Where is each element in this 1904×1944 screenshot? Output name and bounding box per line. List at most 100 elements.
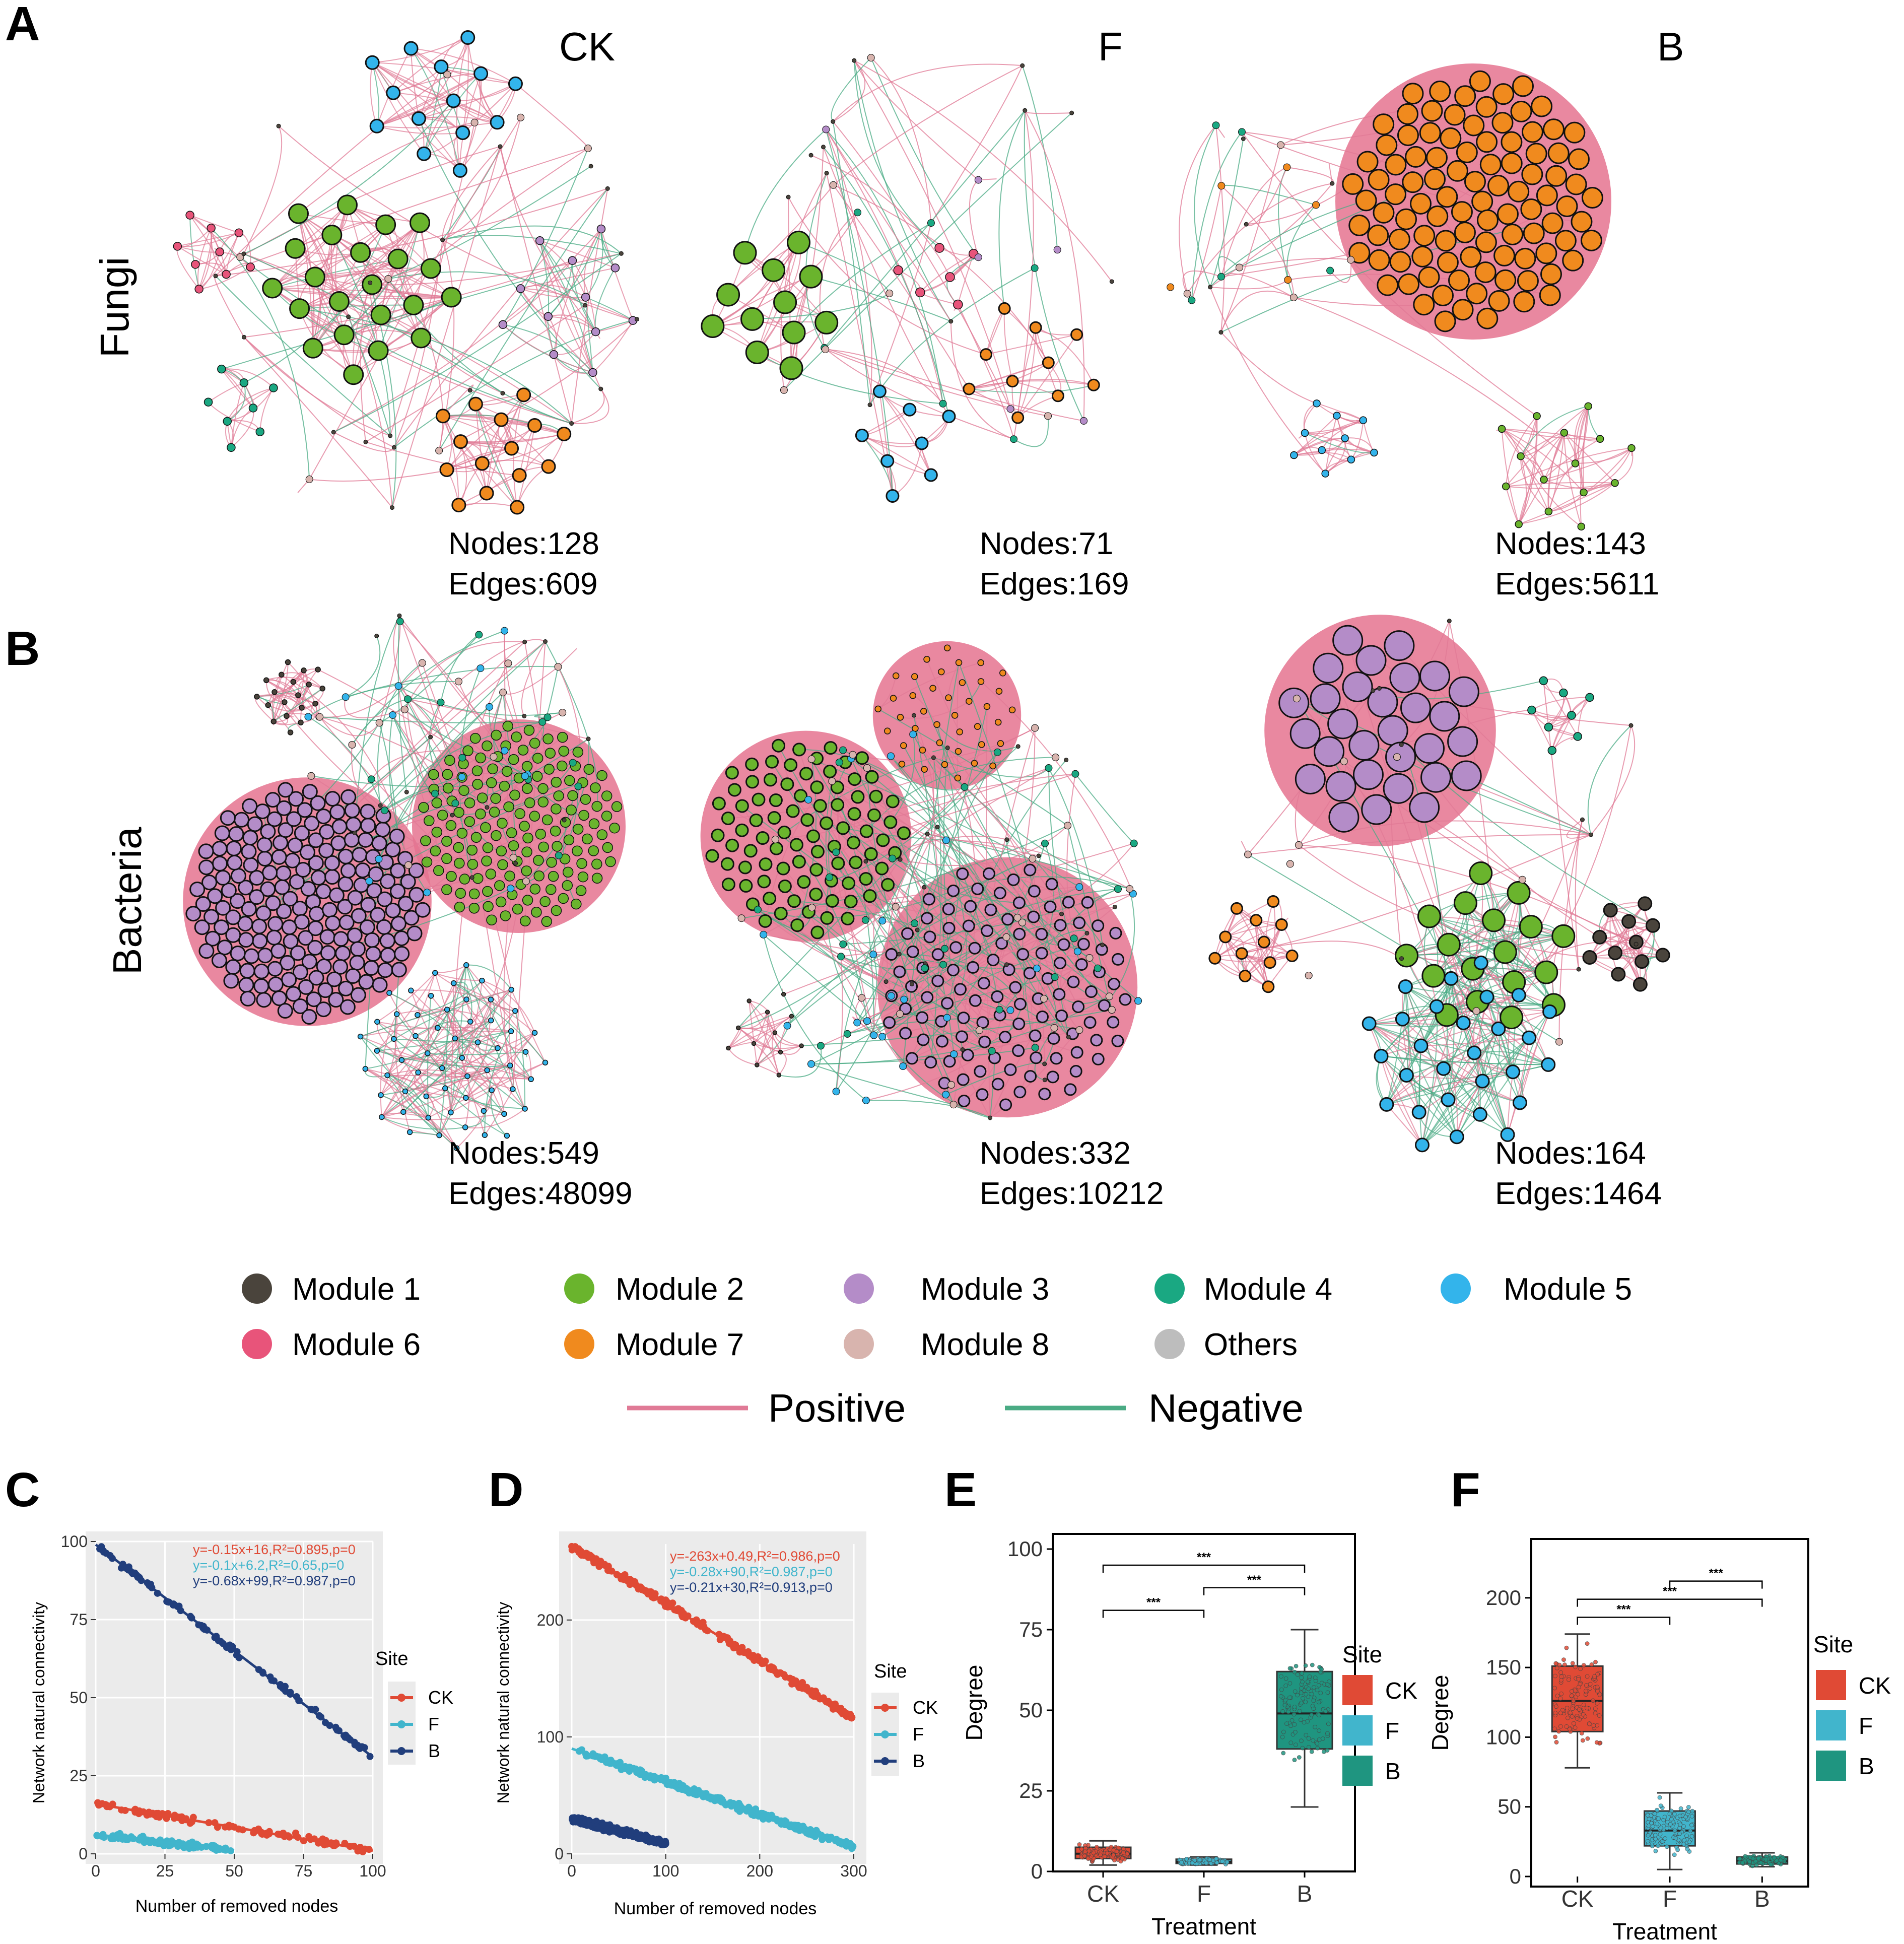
chart-d-ylabel: Network natural connectivity [494, 1602, 512, 1803]
node-m7 [998, 302, 1011, 315]
node-m5 [394, 682, 402, 690]
edge [482, 980, 516, 1012]
stat-fungi-ck-edges: Edges:609 [448, 567, 597, 601]
node-m2 [483, 901, 494, 912]
edge [1369, 1023, 1474, 1053]
node-m3 [949, 941, 963, 954]
node-m8 [1064, 822, 1072, 830]
edge [1421, 1037, 1529, 1047]
node-m3 [942, 903, 955, 916]
edge [453, 982, 472, 1022]
node-m2 [509, 789, 520, 801]
node-m2 [514, 808, 525, 819]
node-m5 [1449, 1129, 1464, 1145]
edge [957, 304, 1014, 439]
jitter-point [1570, 1661, 1575, 1666]
node-m2 [745, 775, 759, 789]
node-m8 [949, 1101, 958, 1109]
node-m1 [897, 952, 902, 957]
edge [832, 805, 840, 901]
y-tick-label: 0 [555, 1845, 564, 1863]
edge [1587, 725, 1631, 835]
edge [810, 147, 824, 277]
chart-c-legend-ck: CK [428, 1687, 453, 1708]
node-m5 [760, 930, 768, 939]
edge [259, 387, 274, 432]
node-m3 [1327, 708, 1358, 740]
node-m1 [397, 613, 402, 618]
node-m2 [591, 858, 602, 869]
node-m2 [519, 821, 530, 832]
node-m4 [1326, 266, 1334, 275]
edge [558, 666, 581, 787]
node-m1 [1244, 222, 1249, 227]
node-m2 [1421, 964, 1446, 988]
node-m5 [903, 403, 917, 417]
node-m8 [504, 659, 512, 667]
node-m7 [1219, 930, 1232, 944]
edge [271, 288, 379, 352]
node-m5 [878, 1033, 887, 1041]
node-m3 [1036, 1011, 1049, 1024]
node-m2 [864, 847, 878, 861]
node-m3 [281, 919, 297, 935]
node-m7 [1042, 356, 1055, 369]
node-m8 [1029, 855, 1037, 863]
y-tick-label: 0 [1510, 1864, 1521, 1888]
edge [1187, 183, 1333, 294]
edge [1220, 145, 1281, 332]
node-m7 [1421, 100, 1443, 122]
node-m3 [338, 980, 354, 996]
node-m8 [1040, 995, 1048, 1003]
node-m3 [978, 1035, 991, 1048]
edge [214, 275, 245, 338]
node-m1 [1592, 929, 1607, 945]
jitter-point [1292, 1705, 1297, 1709]
node-m3 [976, 1016, 989, 1029]
node-m2 [411, 327, 432, 349]
edge [1480, 962, 1549, 1065]
stat-bacteria-ck-nodes: Nodes:549 [448, 1136, 599, 1171]
jitter-point [1280, 1734, 1285, 1739]
node-m7 [1440, 127, 1462, 149]
edge [1543, 438, 1601, 480]
y-tick-label: 75 [70, 1611, 88, 1629]
node-m3 [286, 811, 302, 827]
jitter-point [1315, 1688, 1320, 1693]
node-m3 [253, 978, 269, 994]
node-m7 [468, 396, 483, 412]
edge [434, 972, 486, 1135]
edge [453, 981, 468, 1000]
node-m1 [1635, 954, 1650, 969]
stat-fungi-b-edges: Edges:5611 [1495, 567, 1659, 601]
edge [835, 852, 901, 1015]
chart-e-legend-swatch-b [1342, 1756, 1373, 1786]
node-m7 [1385, 183, 1407, 206]
node-m1 [378, 803, 383, 808]
node-m3 [366, 883, 382, 899]
edge [1498, 725, 1631, 1030]
node-m2 [437, 810, 448, 821]
node-m2 [848, 772, 862, 786]
edge [520, 284, 586, 298]
node-m8 [807, 755, 815, 763]
jitter-point [1558, 1724, 1563, 1729]
node-m3 [1342, 671, 1373, 702]
node-m2 [466, 844, 478, 856]
node-m3 [964, 900, 977, 913]
node-m3 [347, 927, 363, 944]
edge [832, 780, 1088, 903]
node-m3 [610, 263, 620, 273]
edge [1325, 438, 1346, 474]
node-m4 [1010, 435, 1018, 443]
node-m1 [772, 1030, 778, 1035]
node-m1 [867, 403, 872, 408]
edge [933, 757, 954, 970]
edge [272, 258, 398, 289]
node-m2 [757, 875, 771, 889]
edge [215, 148, 588, 277]
node-m5 [1347, 455, 1355, 464]
edge [298, 122, 475, 214]
edge [561, 766, 567, 859]
chart-e-legend-ck: CK [1385, 1678, 1417, 1704]
